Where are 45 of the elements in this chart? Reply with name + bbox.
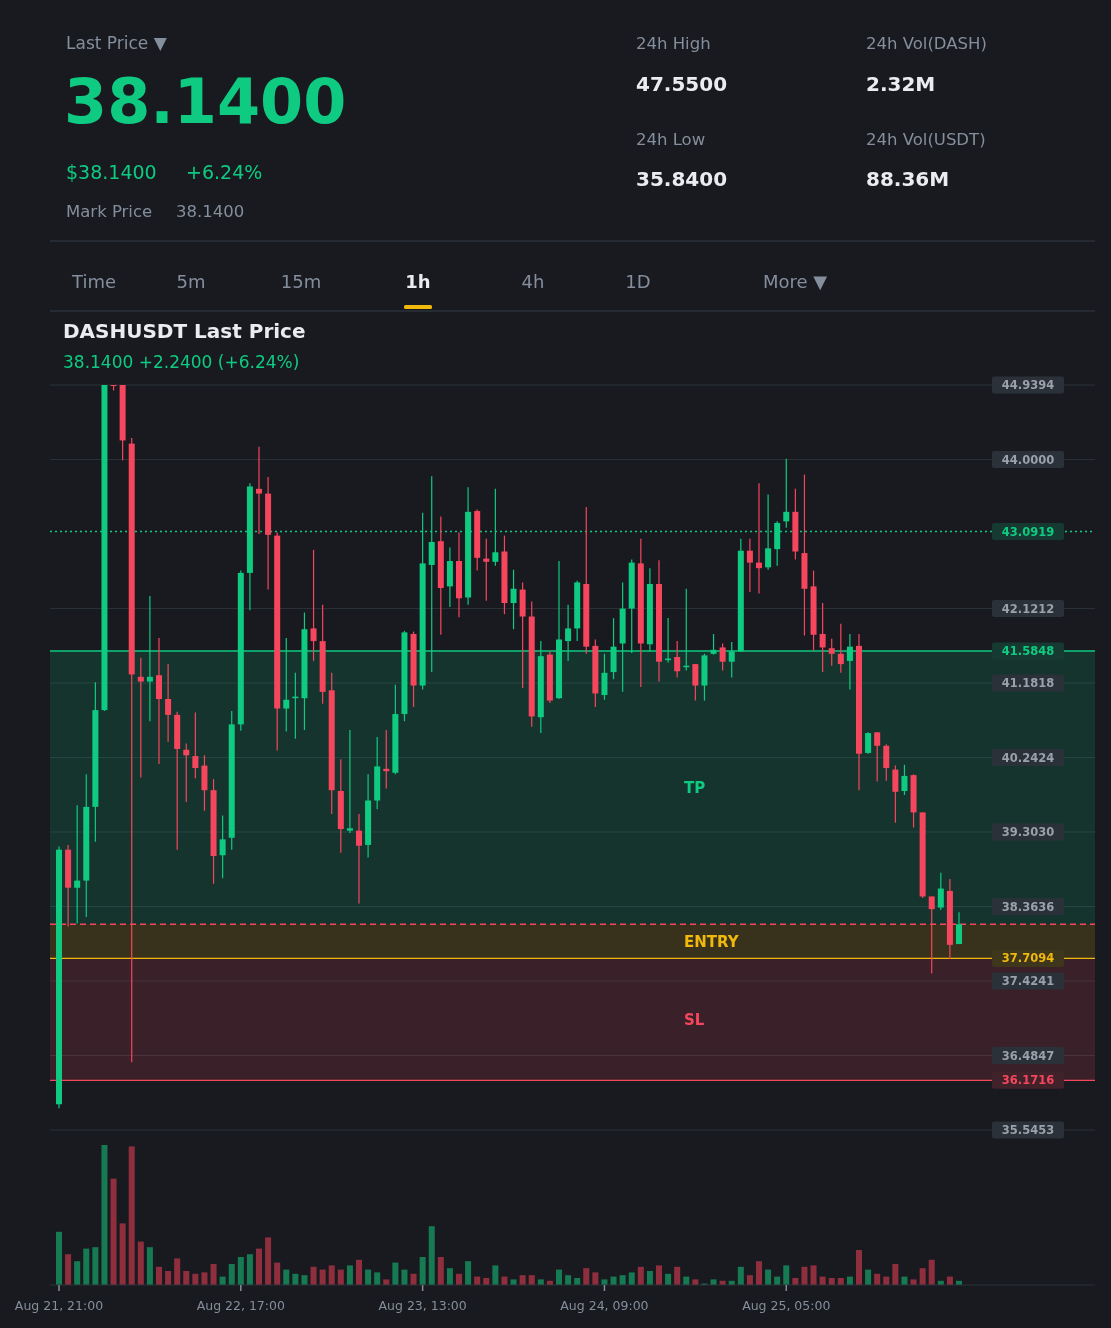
text: 35.8400 [636, 167, 728, 191]
x-tick-label: Aug 21, 21:00 [14, 1298, 104, 1313]
y-tick-label: 41.1818 [1001, 676, 1055, 691]
band-label: TP [684, 778, 706, 797]
band-label: SL [684, 1010, 705, 1029]
text: 1h [405, 271, 431, 292]
text: 38.1400 [176, 202, 245, 221]
text: $38.1400 [66, 161, 157, 183]
text: 15m [280, 271, 322, 292]
y-tick-label: 40.2424 [1001, 750, 1055, 765]
text: Mark Price [66, 202, 153, 221]
x-tick-label: Aug 23, 13:00 [378, 1298, 467, 1313]
text: +6.24% [186, 161, 263, 183]
y-tick-label: 39.3030 [1001, 825, 1055, 840]
y-tick-label: 44.0000 [1001, 452, 1055, 467]
band-label: ENTRY [684, 932, 740, 951]
text: Time [70, 271, 117, 292]
y-tick-label: 35.5453 [1001, 1123, 1055, 1138]
text: 24h High [636, 34, 711, 53]
chart-title: DASHUSDT Last Price [63, 319, 306, 343]
ref-line-label: 41.5848 [1001, 644, 1055, 659]
text: 47.5500 [636, 72, 728, 96]
y-tick-label: 37.4241 [1001, 974, 1055, 989]
x-tick-label: Aug 25, 05:00 [742, 1298, 831, 1313]
text: 1D [625, 271, 651, 292]
chart-subtitle: 38.1400 +2.2400 (+6.24%) [63, 352, 300, 372]
text: 4h [521, 271, 545, 292]
text: 2.32M [866, 72, 936, 96]
text: 24h Vol(USDT) [866, 130, 986, 149]
text: More ▼ [762, 271, 828, 292]
y-tick-label: 38.3636 [1001, 899, 1055, 914]
text: Last Price ▼ [66, 33, 168, 53]
text: 24h Low [636, 130, 706, 149]
y-tick-label: 36.4847 [1001, 1048, 1055, 1063]
text: 38.1400 [64, 65, 347, 138]
x-tick-label: Aug 24, 09:00 [560, 1298, 649, 1313]
text: 5m [176, 271, 206, 292]
text: 88.36M [866, 167, 950, 191]
ref-line-label: 37.7094 [1001, 951, 1055, 966]
text: 24h Vol(DASH) [866, 34, 987, 53]
y-tick-label: 42.1212 [1001, 601, 1055, 616]
y-tick-label: 44.9394 [1001, 378, 1055, 393]
ref-line-label: 43.0919 [1001, 524, 1055, 539]
ref-line-label: 36.1716 [1001, 1073, 1055, 1088]
x-tick-label: Aug 22, 17:00 [196, 1298, 285, 1313]
